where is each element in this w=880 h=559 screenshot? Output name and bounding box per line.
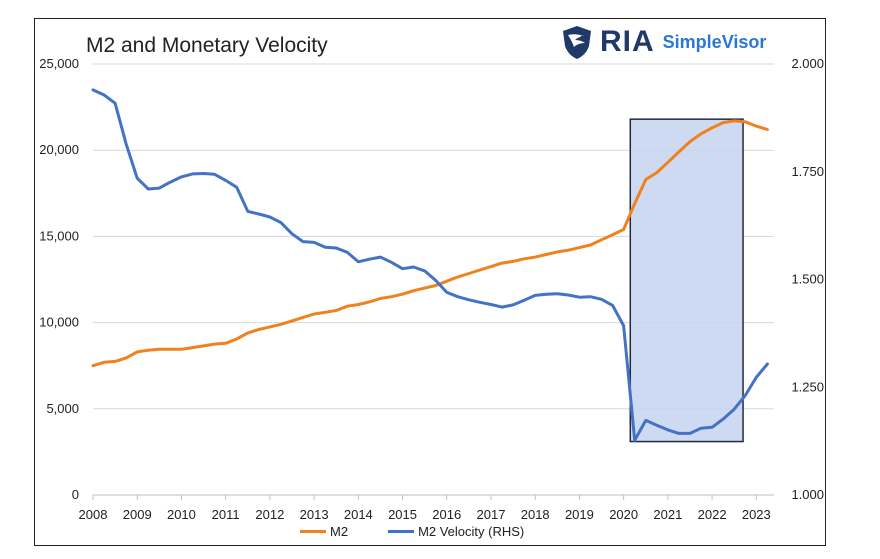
y-right-tick-label-3: 1.750 [791, 164, 824, 179]
y-left-tick-label-4: 20,000 [39, 142, 79, 157]
x-tick-label-2015: 2015 [388, 507, 417, 522]
y-right-tick-label-0: 1.000 [791, 487, 824, 502]
legend-swatch-m2 [300, 530, 326, 533]
chart-legend: M2 M2 Velocity (RHS) [300, 524, 524, 539]
legend-label-velocity: M2 Velocity (RHS) [418, 524, 525, 539]
y-left-tick-label-5: 25,000 [39, 56, 79, 71]
brand-ria-text: RIA [600, 25, 655, 58]
x-tick-label-2023: 2023 [742, 507, 771, 522]
x-tick-label-2020: 2020 [609, 507, 638, 522]
x-tick-label-2019: 2019 [565, 507, 594, 522]
legend-label-m2: M2 [330, 524, 349, 539]
x-tick-label-2008: 2008 [79, 507, 108, 522]
legend-swatch-velocity [388, 530, 415, 533]
y-left-tick-label-3: 15,000 [39, 228, 79, 243]
brand-simplevisor-text: SimpleVisor [662, 31, 767, 52]
x-tick-label-2011: 2011 [212, 507, 240, 522]
x-tick-label-2016: 2016 [432, 507, 461, 522]
x-tick-label-2013: 2013 [300, 507, 329, 522]
brand-logo: RIA SimpleVisor [560, 22, 766, 62]
series-line-velocity [91, 88, 769, 442]
eagle-shield-icon [563, 26, 591, 59]
x-tick-label-2018: 2018 [521, 507, 550, 522]
highlight-box [629, 118, 744, 443]
x-tick-label-2021: 2021 [653, 507, 682, 522]
y-left-tick-label-1: 5,000 [46, 401, 79, 416]
y-right-tick-label-2: 1.500 [791, 272, 824, 287]
legend-item-m2: M2 [300, 524, 348, 539]
x-tick-label-2012: 2012 [255, 507, 284, 522]
x-tick-label-2009: 2009 [123, 507, 152, 522]
x-tick-label-2022: 2022 [698, 507, 727, 522]
y-right-tick-label-1: 1.250 [791, 379, 824, 394]
chart-title: M2 and Monetary Velocity [86, 34, 328, 57]
y-right-tick-label-4: 2.000 [791, 56, 824, 71]
x-tick-label-2014: 2014 [344, 507, 373, 522]
x-tick-label-2017: 2017 [477, 507, 506, 522]
series-line-m2 [91, 119, 769, 368]
legend-item-velocity: M2 Velocity (RHS) [388, 524, 524, 539]
y-left-tick-label-0: 0 [72, 487, 79, 502]
y-left-tick-label-2: 10,000 [39, 315, 79, 330]
x-tick-label-2010: 2010 [167, 507, 196, 522]
